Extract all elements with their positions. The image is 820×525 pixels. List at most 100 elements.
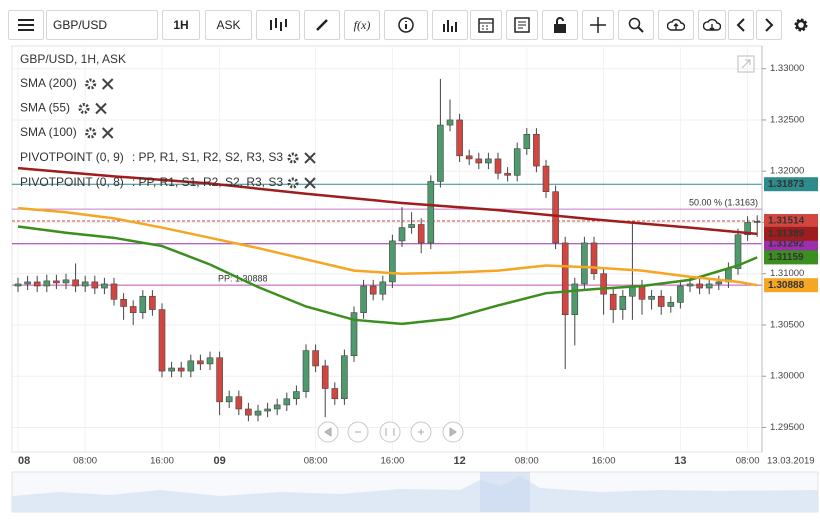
plot-frame bbox=[11, 45, 763, 453]
y-tick-label: 1.32000 bbox=[770, 166, 804, 177]
remove-icon[interactable] bbox=[304, 152, 316, 164]
candle-body bbox=[696, 283, 703, 289]
remove-icon[interactable] bbox=[95, 102, 107, 115]
legend-entry: SMA (100) bbox=[20, 125, 77, 139]
candle-body bbox=[485, 158, 492, 164]
candle-body bbox=[33, 281, 41, 287]
candle-body bbox=[408, 224, 415, 228]
date-label: 13.03.2019 bbox=[767, 456, 815, 467]
candle-body bbox=[590, 242, 598, 274]
price-badge-label: 1.31514 bbox=[768, 216, 805, 227]
crosshair-button[interactable] bbox=[582, 10, 614, 40]
candle-body bbox=[513, 148, 521, 176]
candle-body bbox=[53, 280, 60, 284]
toolbar: GBP/USD 1H ASK f(x) bbox=[0, 0, 820, 40]
x-tick-label: 08:00 bbox=[736, 456, 760, 467]
y-tick-label: 1.30500 bbox=[770, 319, 804, 330]
candle-body bbox=[744, 222, 751, 236]
calendar-button[interactable] bbox=[470, 10, 502, 40]
indicator-levels: : PP, R1, S1, R2, S2, R3, S3 bbox=[132, 175, 284, 189]
function-button[interactable]: f(x) bbox=[344, 10, 380, 40]
symbol: GBP/USD bbox=[53, 18, 108, 32]
candle-body bbox=[638, 285, 646, 300]
candle-body bbox=[206, 357, 214, 365]
level-annotation: 50.00 % (1.3163) bbox=[689, 198, 758, 208]
info-button[interactable] bbox=[384, 10, 428, 40]
zoom-button[interactable] bbox=[618, 10, 654, 40]
forward-button[interactable] bbox=[756, 10, 782, 40]
candle-body bbox=[158, 309, 166, 372]
price-badge bbox=[764, 177, 818, 192]
candle-body bbox=[341, 355, 348, 400]
candle-body bbox=[331, 388, 339, 400]
remove-icon[interactable] bbox=[101, 127, 114, 139]
candle-body bbox=[293, 391, 300, 400]
draw-button[interactable] bbox=[304, 10, 340, 40]
candle-body bbox=[120, 299, 127, 307]
settings-icon[interactable] bbox=[85, 78, 97, 90]
side-button[interactable]: ASK bbox=[205, 10, 252, 40]
popout-icon[interactable] bbox=[737, 55, 755, 73]
candle-body bbox=[734, 234, 742, 269]
series-badge bbox=[764, 278, 818, 293]
settings-icon[interactable] bbox=[287, 152, 299, 164]
navigator-window[interactable] bbox=[480, 472, 530, 512]
candle-body bbox=[177, 367, 185, 372]
remove-icon[interactable] bbox=[101, 78, 114, 90]
candle-body bbox=[245, 408, 252, 416]
candle-body bbox=[225, 396, 233, 403]
news-button[interactable] bbox=[506, 10, 538, 40]
candle-body bbox=[149, 295, 156, 310]
indicators-button[interactable] bbox=[432, 10, 468, 40]
candle-body bbox=[360, 285, 367, 313]
sma-line bbox=[17, 166, 758, 236]
y-tick-label: 1.30000 bbox=[770, 371, 804, 382]
back-button[interactable] bbox=[728, 10, 754, 40]
interval-button[interactable]: 1H bbox=[162, 10, 200, 40]
candle-body bbox=[600, 273, 607, 295]
indicator-levels: : PP, R1, S1, R2, S2, R3, S3 bbox=[132, 150, 284, 164]
chart-type-button[interactable] bbox=[256, 10, 300, 40]
side: ASK bbox=[216, 18, 241, 32]
download-button[interactable] bbox=[698, 10, 726, 40]
reset-button[interactable] bbox=[379, 421, 401, 443]
settings-button[interactable] bbox=[786, 10, 816, 40]
settings-icon[interactable] bbox=[287, 177, 299, 189]
settings-icon[interactable] bbox=[85, 127, 97, 139]
price-badge-label: 1.31292 bbox=[768, 238, 805, 249]
candle-body bbox=[129, 306, 137, 313]
series-badge-label: 1.30888 bbox=[768, 280, 805, 291]
candle-body bbox=[609, 293, 617, 310]
x-tick-label: 08 bbox=[18, 455, 30, 467]
candle-body bbox=[168, 367, 175, 372]
settings-icon[interactable] bbox=[78, 103, 90, 114]
candle-body bbox=[398, 227, 406, 242]
x-tick-label: 16:00 bbox=[381, 456, 405, 467]
candle-body bbox=[235, 396, 243, 410]
candle-body bbox=[14, 283, 22, 287]
candle-body bbox=[273, 404, 281, 410]
menu-button[interactable] bbox=[8, 10, 44, 40]
lock-button[interactable] bbox=[542, 10, 578, 40]
candle-body bbox=[110, 283, 118, 300]
upload-button[interactable] bbox=[658, 10, 694, 40]
candle-body bbox=[657, 295, 665, 307]
popout-arrow bbox=[741, 59, 751, 69]
candle-body bbox=[667, 302, 675, 307]
candle-body bbox=[446, 119, 454, 126]
symbol-field[interactable]: GBP/USD bbox=[46, 10, 158, 40]
price-badge-label: 1.31873 bbox=[768, 179, 805, 190]
y-tick-label: 1.31000 bbox=[770, 268, 804, 279]
x-tick-label: 13 bbox=[674, 455, 686, 467]
candle-body bbox=[81, 281, 89, 287]
candle-body bbox=[24, 281, 31, 285]
candle-body bbox=[533, 134, 540, 167]
candle-body bbox=[715, 281, 723, 285]
candle-body bbox=[350, 312, 358, 356]
candle-body bbox=[312, 350, 319, 367]
remove-icon[interactable] bbox=[304, 177, 316, 189]
price-badge bbox=[764, 214, 818, 229]
candle-body bbox=[581, 242, 588, 285]
candle-body bbox=[552, 191, 559, 244]
